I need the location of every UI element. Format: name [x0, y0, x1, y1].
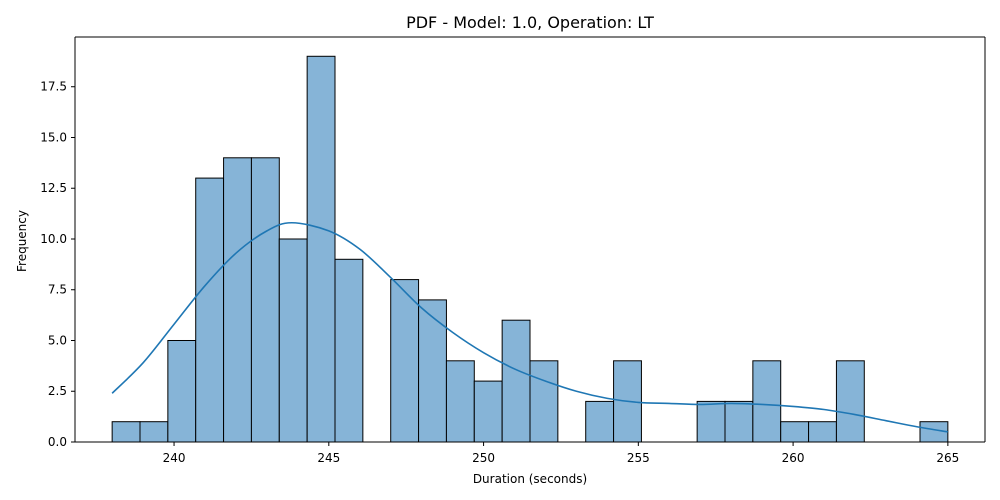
histogram-bar-7: [306, 55, 336, 443]
histogram-bar-0: [111, 421, 141, 443]
y-tick-label-7: 17.5: [40, 80, 67, 94]
x-tick-label-2: 250: [472, 451, 495, 465]
y-tick-label-3: 7.5: [48, 283, 67, 297]
y-tick-label-0: 0.0: [48, 435, 67, 449]
y-tick-label-6: 15.0: [40, 130, 67, 144]
y-axis-label: Frequency: [15, 210, 29, 272]
histogram-bar-13: [473, 380, 503, 443]
histogram-bar-21: [696, 400, 726, 443]
histogram-bar-5: [250, 157, 280, 443]
histogram-bar-10: [390, 279, 420, 443]
y-tick-label-1: 2.5: [48, 384, 67, 398]
histogram-bar-14: [501, 319, 531, 443]
histogram-bar-25: [808, 421, 837, 443]
histogram-bar-8: [334, 258, 364, 443]
y-tick-label-2: 5.0: [48, 333, 67, 347]
histogram-bar-24: [780, 421, 810, 443]
histogram-bar-15: [529, 360, 559, 443]
histogram-bar-6: [278, 238, 308, 443]
histogram-bar-22: [724, 400, 754, 443]
x-tick-label-4: 260: [782, 451, 805, 465]
histogram-bar-23: [752, 360, 782, 443]
histogram-bar-17: [585, 400, 615, 443]
histogram-bar-11: [418, 299, 447, 443]
kde-line: [111, 221, 948, 433]
chart-title: PDF - Model: 1.0, Operation: LT: [406, 13, 654, 32]
y-tick-label-5: 12.5: [40, 181, 67, 195]
bars-group: [111, 55, 949, 443]
y-tick-label-4: 10.0: [40, 232, 67, 246]
x-tick-label-0: 240: [163, 451, 186, 465]
x-tick-label-1: 245: [317, 451, 340, 465]
x-axis-label: Duration (seconds): [473, 472, 587, 486]
histogram-bar-12: [445, 360, 475, 443]
histogram-bar-1: [139, 421, 169, 443]
axes-group: 240 245 250 255 260 265 0.0 2.5 5.0 7.5 10.0 12.5 15…: [40, 36, 986, 465]
histogram-bar-26: [835, 360, 865, 443]
histogram-bar-3: [195, 177, 225, 443]
x-tick-label-5: 265: [936, 451, 959, 465]
histogram-bar-2: [167, 339, 197, 443]
x-tick-label-3: 255: [627, 451, 650, 465]
histogram-bar-4: [223, 157, 252, 443]
